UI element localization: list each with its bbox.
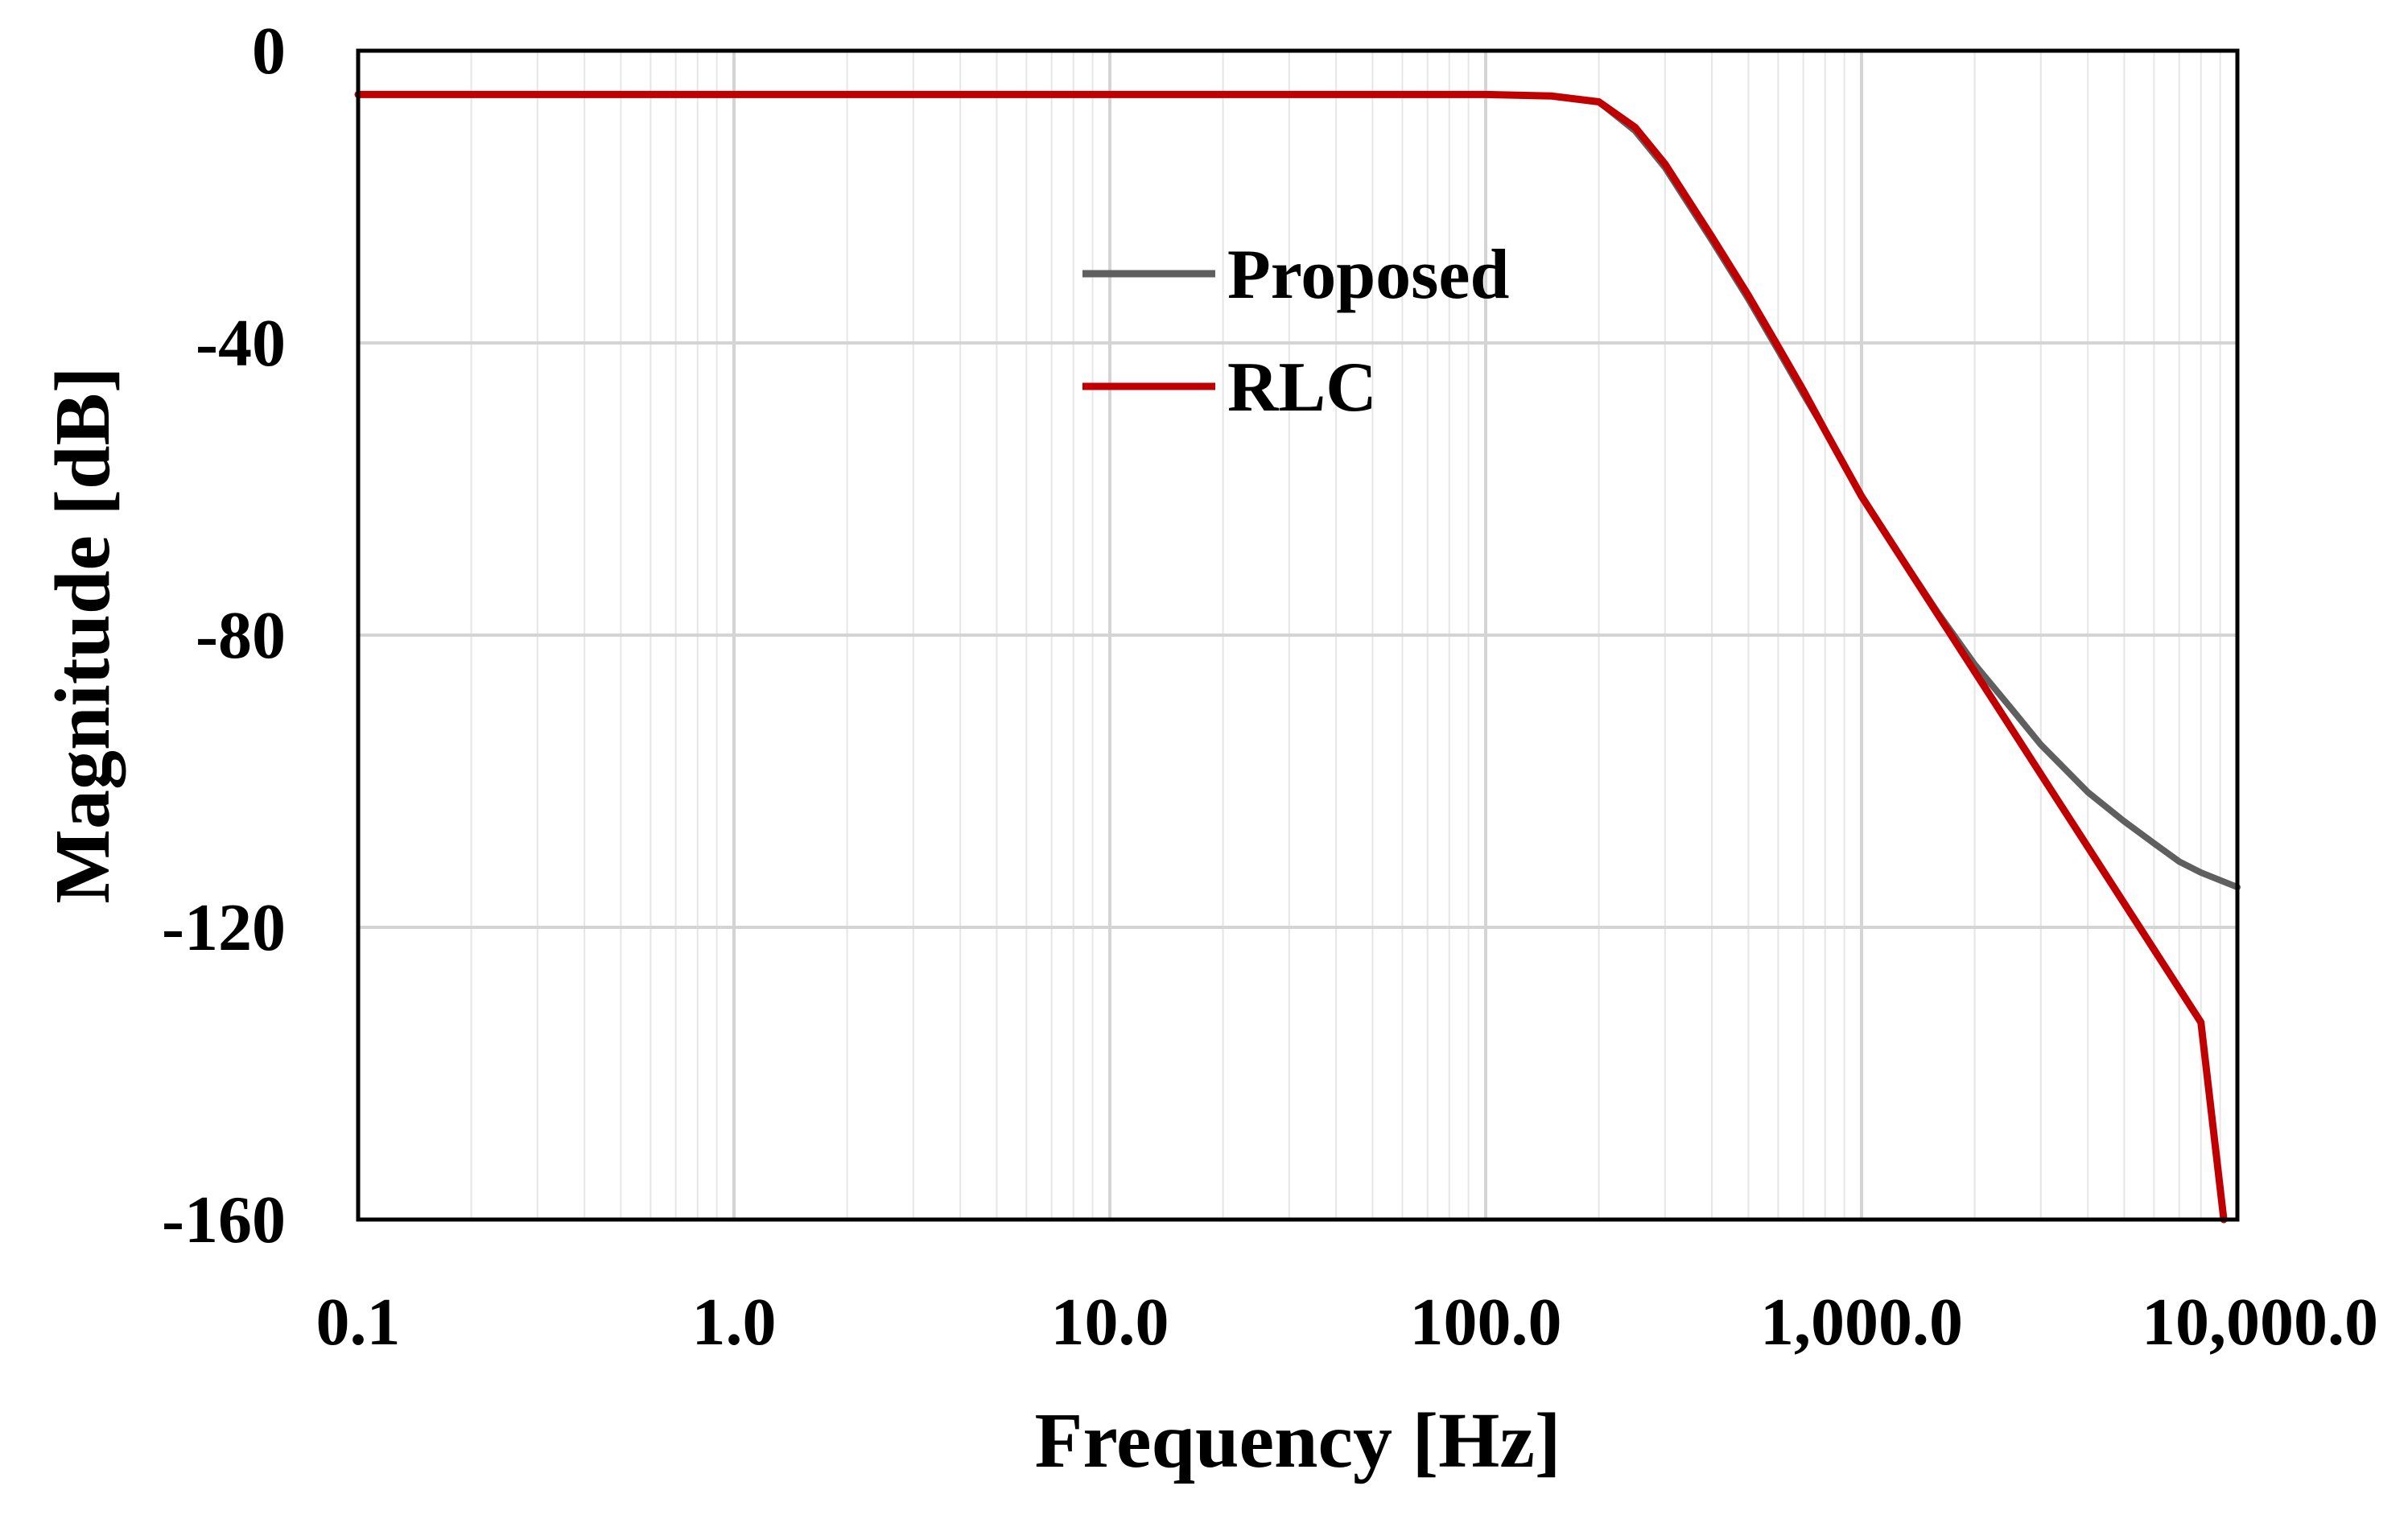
y-tick-label: -80 — [196, 598, 286, 673]
y-tick-label: -40 — [196, 306, 286, 381]
y-tick-label: 0 — [252, 14, 286, 89]
x-tick-label: 100.0 — [1410, 1285, 1562, 1360]
x-axis-title: Frequency [Hz] — [1034, 1397, 1561, 1484]
x-tick-label: 1.0 — [692, 1285, 777, 1360]
series-line-rlc — [354, 90, 2228, 1224]
legend-label-proposed: Proposed — [1227, 236, 1509, 314]
y-tick-labels: 0 -40 -80 -120 -160 — [162, 14, 286, 1257]
x-tick-label: 10.0 — [1051, 1285, 1169, 1360]
x-tick-labels: 0.1 1.0 10.0 100.0 1,000.0 10,000.0 — [316, 1285, 2379, 1360]
y-axis-title: Magnitude [dB] — [39, 366, 126, 903]
legend-label-rlc: RLC — [1227, 349, 1377, 427]
x-tick-label: 1,000.0 — [1760, 1285, 1963, 1360]
y-tick-label: -120 — [162, 890, 286, 965]
x-tick-label: 0.1 — [316, 1285, 401, 1360]
x-tick-label: 10,000.0 — [2142, 1285, 2378, 1360]
legend: Proposed RLC — [1082, 236, 1509, 427]
plot-frame — [356, 48, 2240, 1222]
series-layer — [354, 90, 2241, 1224]
y-tick-label: -160 — [162, 1183, 286, 1257]
